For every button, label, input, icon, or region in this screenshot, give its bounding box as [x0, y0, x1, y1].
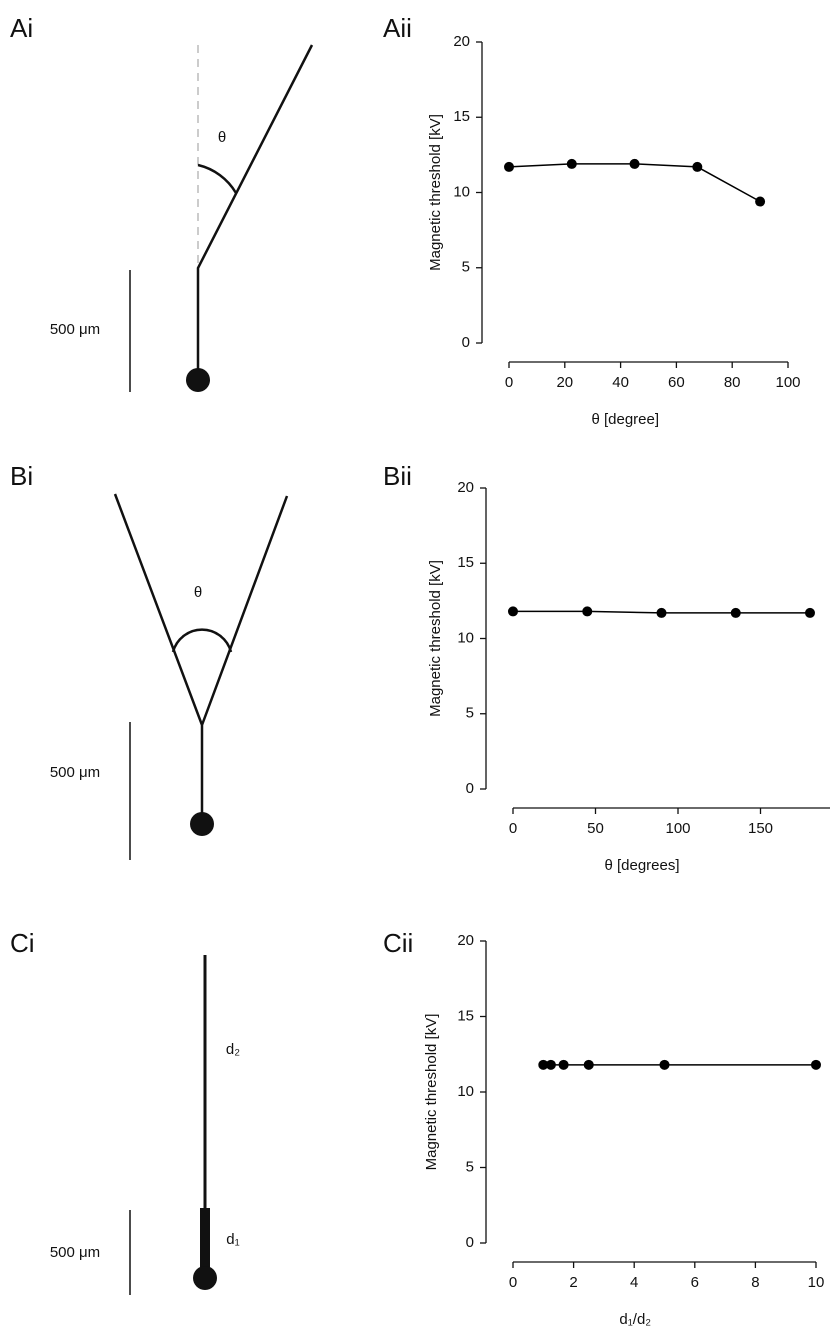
data-point — [545, 1059, 556, 1070]
data-point — [811, 1059, 821, 1070]
y-tick-label: 15 — [457, 1007, 474, 1024]
data-point — [629, 158, 640, 169]
panel-label: Cii — [383, 928, 413, 958]
x-tick-label: 4 — [630, 1274, 638, 1291]
neuron — [196, 44, 314, 372]
x-tick-label: 0 — [509, 1274, 517, 1291]
panel-label: Aii — [383, 13, 412, 43]
data-point — [558, 1059, 569, 1070]
x-tick-label: 2 — [569, 1274, 577, 1291]
x-tick-label: 80 — [724, 374, 741, 391]
d2-label: d₂ — [226, 1041, 240, 1058]
x-axis-label: θ [degrees] — [604, 857, 679, 874]
data-point — [730, 607, 741, 618]
x-axis-label: θ [degree] — [591, 411, 659, 428]
x-tick-label: 20 — [556, 374, 573, 391]
y-tick-label: 0 — [466, 1234, 474, 1251]
panel-label: Bii — [383, 461, 412, 491]
x-tick-label: 0 — [509, 820, 517, 837]
x-axis-label: d₁/d₂ — [619, 1311, 651, 1328]
y-axis-label: Magnetic threshold [kV] — [427, 560, 444, 717]
soma — [193, 1266, 217, 1290]
y-tick-label: 15 — [457, 554, 474, 571]
y-tick-label: 20 — [453, 33, 470, 50]
diagram-c: d₂ d₁ 500 μm — [50, 955, 240, 1295]
data-point — [504, 161, 514, 172]
x-tick-label: 10 — [808, 1274, 825, 1291]
data-point — [538, 1059, 549, 1070]
y-tick-label: 20 — [457, 932, 474, 949]
panel-label: Ci — [10, 928, 35, 958]
d1-label: d₁ — [226, 1231, 239, 1248]
y-tick-label: 5 — [466, 1158, 474, 1175]
y-tick-label: 0 — [462, 334, 470, 351]
series-line — [508, 163, 761, 203]
angle-label: θ — [218, 129, 226, 146]
angle-arc — [171, 628, 233, 653]
scale-label: 500 μm — [50, 764, 100, 781]
x-tick-label: 40 — [612, 374, 629, 391]
scale-label: 500 μm — [50, 1244, 100, 1261]
y-axis-label: Magnetic threshold [kV] — [427, 114, 444, 271]
data-point — [805, 607, 815, 618]
y-tick-label: 20 — [457, 479, 474, 496]
y-tick-label: 0 — [466, 780, 474, 797]
data-point — [566, 158, 577, 169]
data-point — [692, 161, 703, 172]
y-tick-label: 5 — [466, 705, 474, 722]
x-tick-label: 8 — [751, 1274, 759, 1291]
diagram-b: θ 500 μm — [50, 493, 289, 860]
panel-label: Ai — [10, 13, 33, 43]
angle-arc — [197, 163, 238, 194]
x-tick-label: 150 — [748, 820, 773, 837]
x-tick-label: 60 — [668, 374, 685, 391]
data-point — [582, 606, 593, 617]
y-tick-label: 10 — [453, 183, 470, 200]
soma — [186, 368, 210, 392]
x-tick-label: 100 — [665, 820, 690, 837]
scale-label: 500 μm — [50, 321, 100, 338]
panel-label: Bi — [10, 461, 33, 491]
x-tick-label: 50 — [587, 820, 604, 837]
angle-label: θ — [194, 584, 202, 601]
data-point — [656, 607, 667, 618]
neuron — [113, 493, 289, 816]
y-tick-label: 10 — [457, 629, 474, 646]
x-tick-label: 100 — [775, 374, 800, 391]
data-point — [508, 606, 518, 617]
data-point — [583, 1059, 594, 1070]
soma — [190, 812, 214, 836]
y-tick-label: 15 — [453, 108, 470, 125]
data-point — [659, 1059, 670, 1070]
x-tick-label: 6 — [691, 1274, 699, 1291]
y-axis-label: Magnetic threshold [kV] — [423, 1014, 440, 1171]
diagram-a: θ 500 μm — [50, 44, 314, 392]
y-tick-label: 10 — [457, 1083, 474, 1100]
y-tick-label: 5 — [462, 259, 470, 276]
data-point — [755, 196, 766, 207]
x-tick-label: 0 — [505, 374, 513, 391]
